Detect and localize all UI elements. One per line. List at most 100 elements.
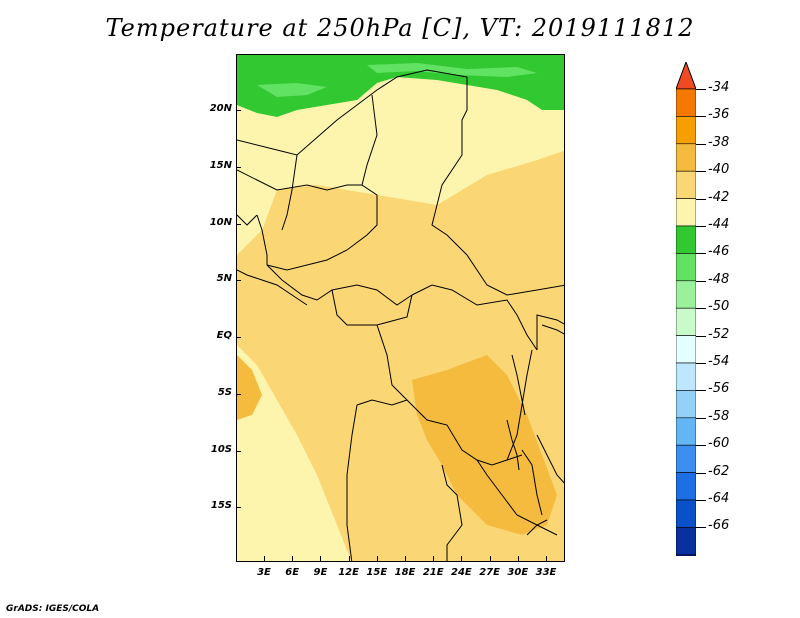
colorbar-segment (676, 390, 696, 419)
lon-tick (348, 556, 350, 561)
field-orange (412, 355, 557, 535)
lon-tick (461, 556, 463, 561)
lat-tick (236, 110, 241, 111)
colorbar-label: -50 (708, 299, 730, 315)
colorbar-top-arrow (676, 62, 696, 90)
lon-label: 33E (535, 567, 557, 578)
lon-tick (433, 556, 435, 561)
colorbar-tick (692, 280, 706, 282)
colorbar-segment (676, 527, 696, 556)
colorbar-segment (676, 170, 696, 199)
lat-label: 5S (217, 387, 232, 398)
lon-label: 3E (257, 567, 271, 578)
colorbar-segment (676, 362, 696, 391)
field-cold-band-light (367, 63, 537, 77)
colorbar-segment (676, 417, 696, 446)
colorbar-tick (692, 445, 706, 447)
colorbar (676, 62, 696, 556)
colorbar-label: -62 (708, 463, 730, 479)
colorbar-segment (676, 116, 696, 145)
lat-tick (236, 224, 241, 225)
colorbar-label: -60 (708, 436, 730, 452)
colorbar-tick (692, 308, 706, 310)
lat-label: 15S (210, 500, 232, 511)
colorbar-tick (692, 253, 706, 255)
lat-label: 20N (209, 103, 232, 114)
lat-label: EQ (216, 330, 232, 341)
colorbar-label: -48 (708, 271, 730, 287)
colorbar-label: -40 (708, 162, 730, 178)
colorbar-segment (676, 307, 696, 336)
colorbar-tick (692, 500, 706, 501)
colorbar-label: -58 (708, 408, 730, 424)
lon-label: 12E (338, 567, 359, 578)
colorbar-segment (676, 143, 696, 172)
colorbar-segment (676, 198, 696, 227)
lat-tick (236, 507, 241, 508)
colorbar-label: -66 (708, 518, 730, 534)
colorbar-tick (692, 89, 706, 90)
grads-credit: GrADS: IGES/COLA (6, 604, 100, 614)
lon-label: 21E (422, 567, 444, 578)
field-cold-band-light-2 (257, 83, 327, 97)
colorbar-segment (676, 253, 696, 282)
colorbar-label: -34 (708, 80, 730, 95)
colorbar-label: -64 (708, 491, 730, 506)
lat-tick (236, 451, 241, 452)
colorbar-tick (692, 335, 706, 337)
colorbar-segment (676, 88, 696, 117)
lon-tick (320, 556, 322, 561)
colorbar-label: -46 (708, 244, 730, 260)
lon-tick (517, 556, 519, 561)
lat-label: 10S (210, 444, 232, 455)
lat-tick (236, 167, 241, 168)
lat-label: 10N (209, 217, 232, 228)
colorbar-tick (692, 417, 706, 419)
colorbar-label: -42 (708, 189, 730, 205)
lon-label: 6E (285, 567, 300, 578)
lon-tick (264, 556, 265, 561)
lon-label: 30E (507, 567, 529, 578)
map-title: Temperature at 250hPa [C], VT: 201911181… (105, 14, 695, 42)
lat-label: 15N (209, 160, 232, 171)
lon-label: 9E (313, 567, 328, 578)
colorbar-tick (692, 527, 706, 529)
colorbar-segment (676, 499, 696, 528)
lon-label: 15E (366, 567, 388, 578)
colorbar-label: -52 (708, 326, 730, 342)
lon-tick (489, 556, 491, 561)
lat-label: 5N (216, 273, 232, 284)
lat-tick (236, 394, 241, 395)
lon-tick (292, 556, 294, 561)
map-panel (236, 54, 565, 562)
field-orange-west (237, 355, 262, 420)
lon-label: 24E (451, 567, 472, 578)
colorbar-tick (692, 363, 706, 364)
colorbar-tick (692, 226, 706, 227)
lat-tick (236, 280, 241, 281)
lon-label: 27E (479, 567, 500, 578)
colorbar-label: -54 (708, 354, 730, 369)
temperature-map (237, 55, 564, 561)
colorbar-tick (692, 171, 706, 173)
colorbar-segment (676, 444, 696, 473)
colorbar-segment (676, 554, 696, 556)
colorbar-label: -44 (708, 217, 730, 232)
colorbar-tick (692, 143, 706, 145)
colorbar-segment (676, 225, 696, 254)
colorbar-tick (692, 390, 706, 392)
colorbar-label: -56 (708, 381, 730, 397)
colorbar-segment (676, 472, 696, 501)
lon-tick (405, 556, 406, 561)
colorbar-tick (692, 472, 706, 474)
colorbar-segment (676, 335, 696, 364)
country-borders (237, 69, 564, 561)
lat-tick (236, 337, 241, 338)
lon-tick (376, 556, 378, 561)
lakes (237, 269, 564, 536)
colorbar-label: -36 (708, 107, 730, 123)
lon-tick (546, 556, 547, 561)
lon-label: 18E (394, 567, 416, 578)
colorbar-label: -38 (708, 134, 730, 150)
colorbar-segment (676, 280, 696, 309)
